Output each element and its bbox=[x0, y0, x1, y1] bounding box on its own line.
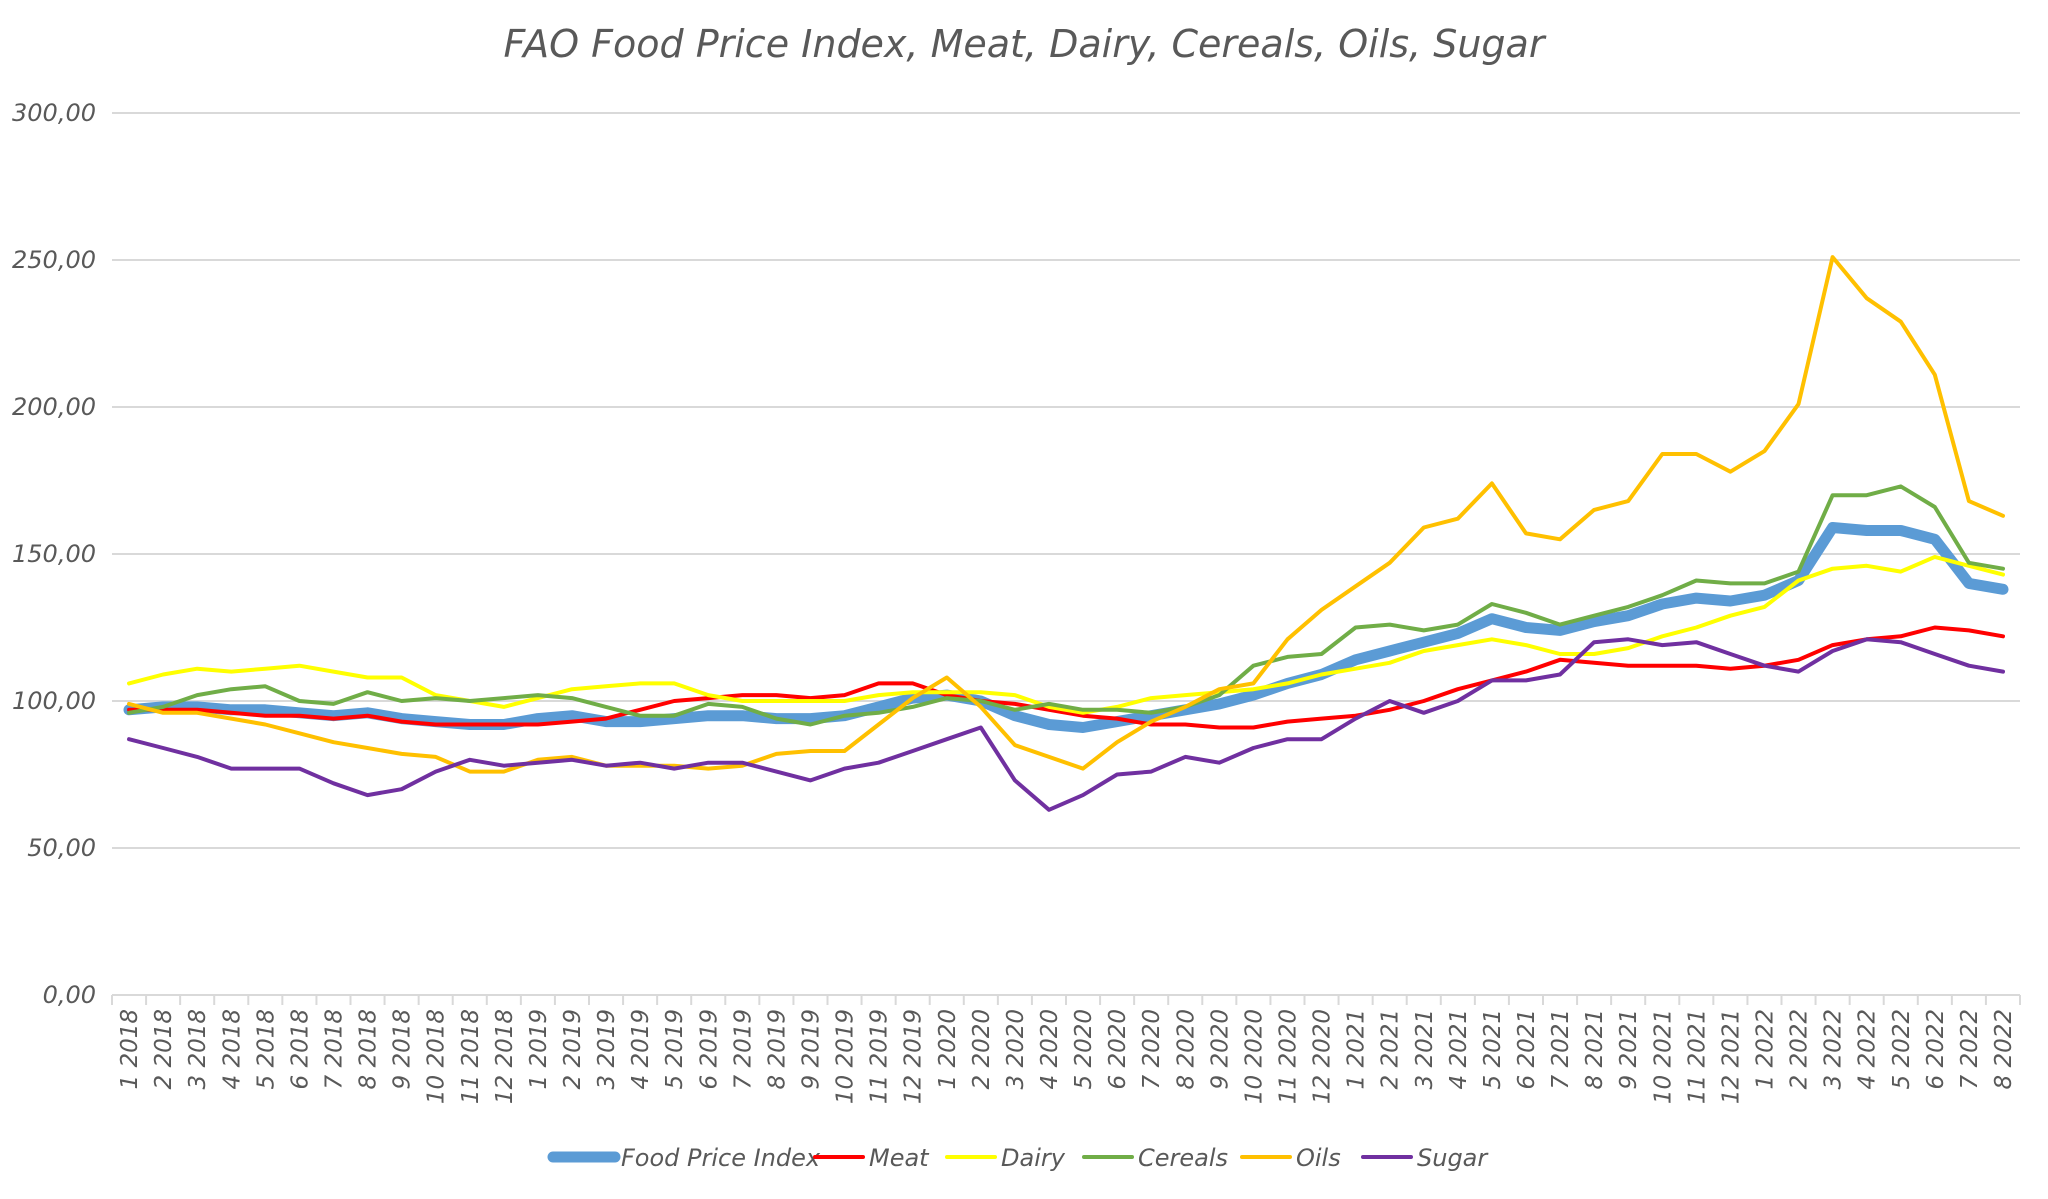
series-line-sugar bbox=[127, 637, 2005, 812]
x-tick-label: 7 2022 bbox=[1957, 1009, 1983, 1089]
x-tick-label: 7 2018 bbox=[321, 1009, 347, 1089]
y-tick-label: 0,00 bbox=[43, 981, 96, 1009]
legend-item: Dairy bbox=[945, 1144, 1066, 1172]
legend-label: Oils bbox=[1296, 1144, 1341, 1172]
x-tick-label: 3 2020 bbox=[1003, 1009, 1029, 1089]
x-tick-label: 4 2020 bbox=[1037, 1009, 1063, 1089]
x-tick-label: 8 2018 bbox=[356, 1009, 382, 1089]
legend-item: Food Price Index bbox=[547, 1144, 821, 1172]
x-tick-label: 7 2021 bbox=[1548, 1009, 1574, 1089]
x-tick-label: 11 2019 bbox=[867, 1009, 893, 1104]
x-tick-label: 3 2021 bbox=[1412, 1009, 1438, 1089]
x-tick-label: 10 2018 bbox=[424, 1009, 450, 1104]
x-tick-label: 11 2020 bbox=[1275, 1009, 1301, 1104]
x-tick-label: 9 2020 bbox=[1207, 1009, 1233, 1089]
legend-item: Cereals bbox=[1082, 1144, 1228, 1172]
x-tick-label: 6 2021 bbox=[1514, 1009, 1540, 1089]
x-tick-label: 1 2020 bbox=[935, 1009, 961, 1089]
legend-label: Food Price Index bbox=[621, 1144, 821, 1172]
x-tick-label: 3 2019 bbox=[594, 1009, 620, 1089]
legend-label: Cereals bbox=[1138, 1144, 1228, 1172]
x-tick-label: 6 2019 bbox=[696, 1009, 722, 1089]
legend-label: Dairy bbox=[1001, 1144, 1066, 1172]
series-line-food-price-index bbox=[123, 522, 2009, 733]
x-tick-label: 10 2019 bbox=[833, 1009, 859, 1104]
x-tick-label: 7 2019 bbox=[730, 1009, 756, 1089]
x-tick-label: 6 2022 bbox=[1923, 1009, 1949, 1089]
x-tick-label: 1 2021 bbox=[1344, 1009, 1370, 1089]
series-line-meat bbox=[127, 625, 2005, 730]
x-tick-label: 6 2018 bbox=[287, 1009, 313, 1089]
x-tick-label: 5 2020 bbox=[1071, 1009, 1097, 1089]
x-tick-label: 2 2022 bbox=[1787, 1009, 1813, 1089]
x-tick-label: 7 2020 bbox=[1139, 1009, 1165, 1089]
x-tick-label: 12 2018 bbox=[492, 1009, 518, 1104]
x-tick-label: 5 2022 bbox=[1889, 1009, 1915, 1089]
x-tick-label: 5 2021 bbox=[1480, 1009, 1506, 1089]
x-tick-label: 4 2018 bbox=[219, 1009, 245, 1089]
x-tick-label: 2 2020 bbox=[969, 1009, 995, 1089]
y-tick-label: 200,00 bbox=[12, 393, 96, 421]
x-tick-label: 1 2018 bbox=[117, 1009, 143, 1089]
x-tick-label: 9 2021 bbox=[1616, 1009, 1642, 1089]
legend-item: Oils bbox=[1240, 1144, 1341, 1172]
series-line-oils bbox=[127, 255, 2005, 774]
x-tick-label: 8 2021 bbox=[1582, 1009, 1608, 1089]
x-tick-label: 6 2020 bbox=[1105, 1009, 1131, 1089]
legend-label: Sugar bbox=[1417, 1144, 1489, 1172]
x-tick-label: 9 2018 bbox=[390, 1009, 416, 1089]
y-tick-label: 300,00 bbox=[12, 99, 96, 127]
x-tick-label: 10 2021 bbox=[1650, 1009, 1676, 1104]
legend-item: Sugar bbox=[1361, 1144, 1489, 1172]
x-tick-label: 1 2022 bbox=[1752, 1009, 1778, 1089]
x-tick-label: 11 2021 bbox=[1684, 1009, 1710, 1104]
y-tick-label: 150,00 bbox=[12, 540, 96, 568]
x-tick-label: 3 2022 bbox=[1821, 1009, 1847, 1089]
legend-item: Meat bbox=[813, 1144, 930, 1172]
chart-title: FAO Food Price Index, Meat, Dairy, Cerea… bbox=[503, 22, 1545, 66]
x-tick-label: 4 2021 bbox=[1446, 1009, 1472, 1089]
x-tick-label: 5 2019 bbox=[662, 1009, 688, 1089]
x-tick-label: 8 2019 bbox=[764, 1009, 790, 1089]
x-tick-label: 9 2019 bbox=[798, 1009, 824, 1089]
x-tick-label: 8 2022 bbox=[1991, 1009, 2017, 1089]
y-tick-label: 100,00 bbox=[12, 687, 96, 715]
x-tick-label: 1 2019 bbox=[526, 1009, 552, 1089]
x-tick-label: 12 2020 bbox=[1310, 1009, 1336, 1104]
series-line-dairy bbox=[127, 554, 2005, 715]
y-tick-label: 250,00 bbox=[12, 246, 96, 274]
x-tick-label: 4 2019 bbox=[628, 1009, 654, 1089]
x-tick-label: 11 2018 bbox=[458, 1009, 484, 1104]
x-tick-label: 5 2018 bbox=[253, 1009, 279, 1089]
x-tick-label: 10 2020 bbox=[1241, 1009, 1267, 1104]
x-tick-label: 12 2021 bbox=[1718, 1009, 1744, 1104]
legend-label: Meat bbox=[869, 1144, 930, 1172]
x-tick-label: 12 2019 bbox=[901, 1009, 927, 1104]
series-line-cereals bbox=[127, 484, 2005, 727]
x-tick-label: 2 2021 bbox=[1378, 1009, 1404, 1089]
x-tick-label: 8 2020 bbox=[1173, 1009, 1199, 1089]
x-tick-label: 2 2019 bbox=[560, 1009, 586, 1089]
x-tick-label: 4 2022 bbox=[1855, 1009, 1881, 1089]
y-tick-label: 50,00 bbox=[27, 834, 96, 862]
x-tick-label: 2 2018 bbox=[151, 1009, 177, 1089]
x-tick-label: 3 2018 bbox=[185, 1009, 211, 1089]
